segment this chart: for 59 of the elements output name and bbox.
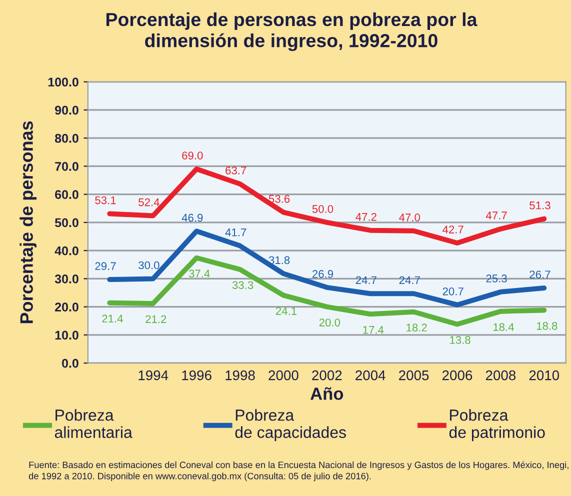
- chart-title: Porcentaje de personas en pobreza por la dimensión de ingreso, 1992-2010: [106, 12, 478, 52]
- y-tick-label: 100.0: [48, 78, 78, 86]
- data-label: 24.7: [356, 276, 376, 284]
- data-label: 18.4: [494, 323, 514, 331]
- x-tick-label: 1998: [226, 370, 255, 380]
- data-label: 69.0: [182, 152, 203, 160]
- data-label: 25.3: [486, 274, 507, 282]
- data-label: 50.0: [312, 205, 334, 213]
- data-label: 46.9: [182, 214, 203, 222]
- y-tick-label: 40.0: [54, 246, 78, 256]
- data-label: 13.8: [450, 336, 470, 344]
- data-label: 47.2: [356, 212, 376, 221]
- y-tick-label: 20.0: [55, 302, 78, 312]
- x-tick-label: 2002: [312, 370, 342, 380]
- source-note: Fuente: Basado en estimaciones del Coneval con base en la Encuesta Nacional de Ingresos y Gastos de los Hogares. México, Inegi, de 1992 a 2010. Disponible en www.coneval.gob.mx (Consulta: 05 de julio de 2016).: [28, 461, 568, 482]
- x-tick-label: 2000: [268, 370, 298, 380]
- x-tick-label: 1994: [138, 370, 168, 380]
- data-label: 26.9: [312, 270, 334, 278]
- data-label: 30.0: [138, 261, 160, 270]
- y-tick-label: 80.0: [54, 134, 78, 143]
- data-label: 47.7: [486, 212, 507, 220]
- data-label: 52.4: [138, 198, 160, 206]
- x-tick-label: 2006: [442, 370, 472, 380]
- data-label: 20.0: [319, 318, 340, 326]
- y-tick-label: 0.0: [62, 358, 78, 368]
- data-label: 53.1: [95, 196, 116, 204]
- data-label: 18.8: [536, 322, 558, 330]
- data-label: 37.4: [188, 270, 210, 278]
- data-label: 18.2: [406, 324, 427, 332]
- data-label: 42.7: [442, 226, 464, 234]
- x-tick-label: 1996: [182, 370, 212, 380]
- data-label: 47.0: [399, 214, 420, 222]
- y-axis-title: Porcentaje de personas: [20, 121, 37, 324]
- data-label: 21.4: [102, 314, 123, 322]
- y-tick-label: 50.0: [54, 218, 78, 228]
- x-tick-label: 2005: [399, 370, 429, 380]
- data-label: 41.7: [225, 228, 246, 236]
- x-tick-label: 2010: [529, 370, 560, 380]
- y-tick-label: 60.0: [55, 190, 78, 199]
- data-label: 20.7: [442, 287, 464, 296]
- data-label: 29.7: [95, 262, 116, 270]
- data-label: 17.4: [363, 326, 384, 334]
- y-tick-label: 10.0: [55, 330, 78, 340]
- data-label: 26.7: [530, 270, 550, 278]
- y-tick-label: 70.0: [55, 162, 78, 171]
- data-label: 33.3: [232, 281, 254, 290]
- legend-label: Pobreza de patrimonio: [449, 409, 545, 442]
- x-axis-title: Año: [310, 387, 344, 400]
- y-tick-label: 30.0: [54, 274, 78, 284]
- data-label: 21.2: [146, 315, 166, 323]
- data-label: 63.7: [226, 166, 246, 174]
- x-tick-label: 2008: [486, 370, 516, 380]
- legend-label: Pobreza de capacidades: [235, 409, 346, 442]
- x-tick-label: 2004: [356, 370, 386, 380]
- legend-label: Pobreza alimentaria: [54, 409, 132, 438]
- y-tick-label: 90.0: [55, 106, 78, 115]
- data-label: 51.3: [530, 201, 550, 210]
- data-label: 24.1: [276, 307, 296, 315]
- data-label: 24.7: [399, 276, 420, 284]
